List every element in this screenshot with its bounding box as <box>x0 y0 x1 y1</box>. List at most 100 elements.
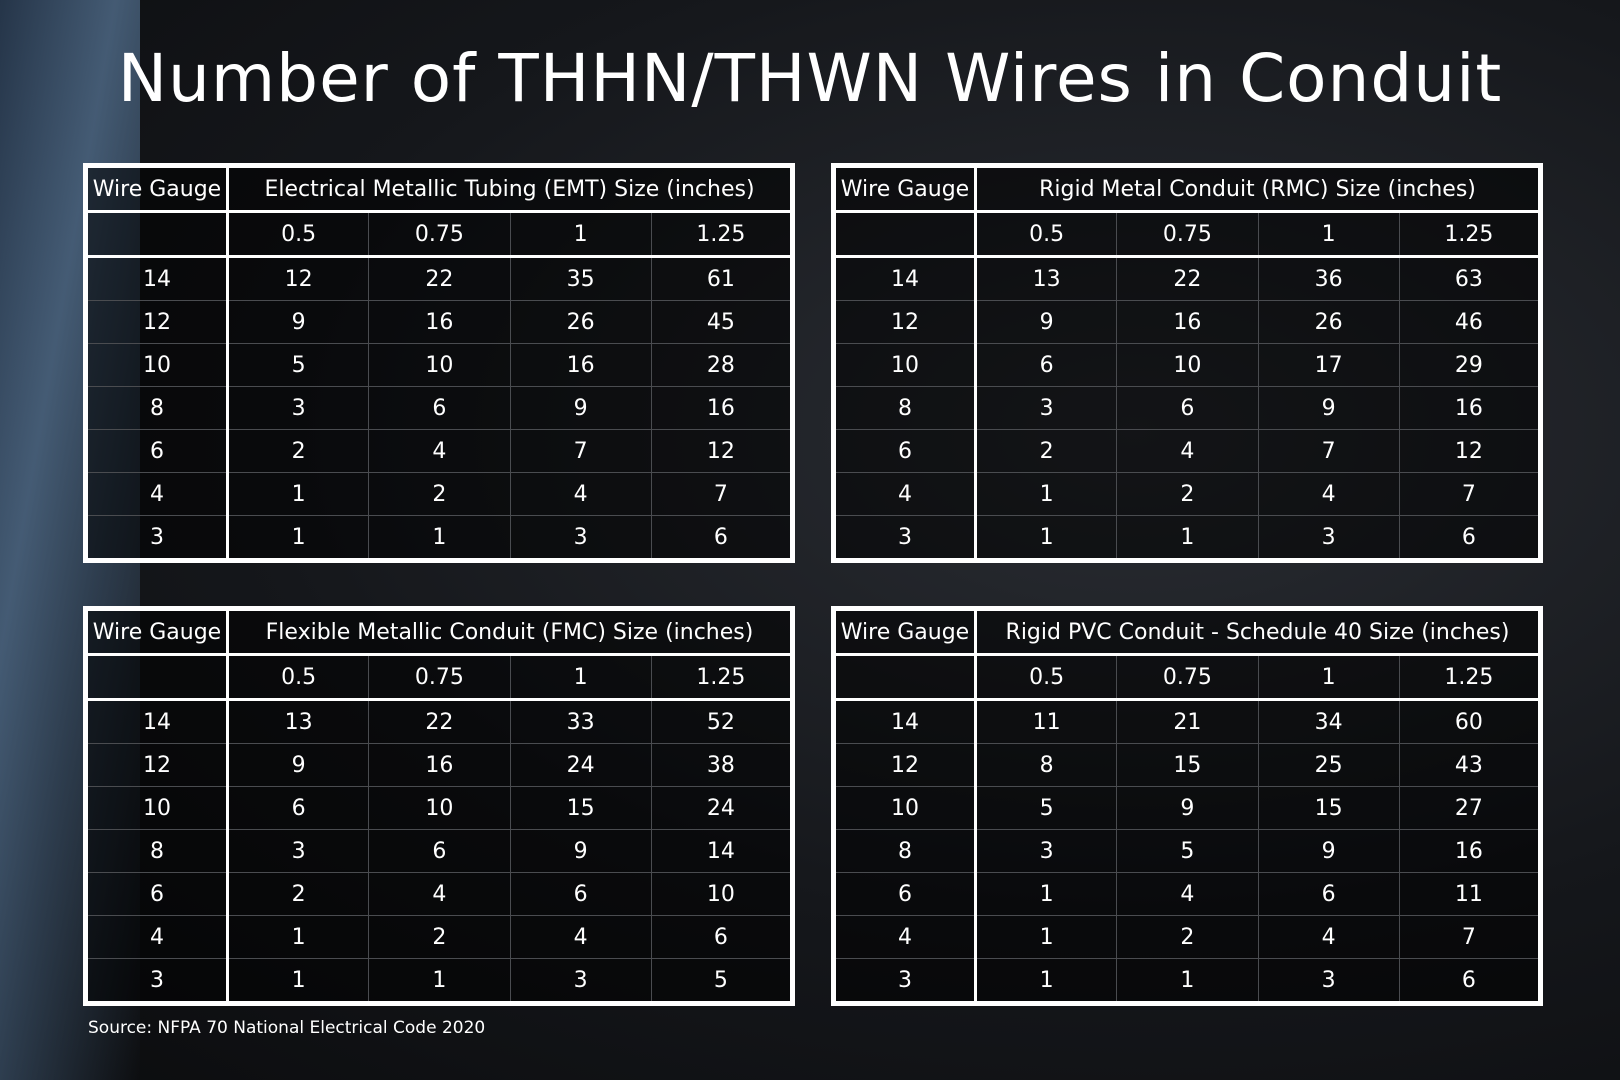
data-row: 10 5 10 16 28 <box>85 343 794 387</box>
count-cell: 5 <box>974 786 1118 830</box>
count-cell: 1 <box>226 958 370 1004</box>
count-cell: 13 <box>974 256 1118 301</box>
count-cell: 4 <box>1257 915 1400 959</box>
count-cell: 16 <box>368 300 511 344</box>
table-title: Electrical Metallic Tubing (EMT) Size (i… <box>227 165 793 213</box>
gauge-cell: 6 <box>833 429 977 473</box>
gauge-cell: 8 <box>85 386 229 430</box>
size-cell: 0.75 <box>368 654 511 701</box>
count-cell: 7 <box>650 472 794 516</box>
table-title: Flexible Metallic Conduit (FMC) Size (in… <box>227 608 793 656</box>
data-row: 6 2 4 7 12 <box>85 429 794 473</box>
size-cell: 1.25 <box>1398 654 1542 701</box>
count-cell: 1 <box>226 515 370 561</box>
size-cell: 0.75 <box>1116 211 1259 258</box>
data-row: 10 6 10 17 29 <box>833 343 1542 387</box>
count-cell: 1 <box>226 472 370 516</box>
count-cell: 7 <box>1257 429 1400 473</box>
gauge-header: Wire Gauge <box>833 608 977 656</box>
count-cell: 27 <box>1398 786 1542 830</box>
count-cell: 12 <box>650 429 794 473</box>
gauge-cell: 12 <box>833 743 977 787</box>
data-row: 8 3 6 9 14 <box>85 829 794 873</box>
count-cell: 26 <box>1257 300 1400 344</box>
count-cell: 16 <box>1116 300 1259 344</box>
count-cell: 16 <box>1398 386 1542 430</box>
count-cell: 6 <box>368 829 511 873</box>
count-cell: 22 <box>368 256 511 301</box>
size-cell: 0.5 <box>226 211 370 258</box>
gauge-cell: 10 <box>85 786 229 830</box>
size-cell: 1.25 <box>650 654 794 701</box>
size-cell: 1 <box>509 654 652 701</box>
count-cell: 15 <box>1116 743 1259 787</box>
data-row: 14 12 22 35 61 <box>85 256 794 301</box>
count-cell: 2 <box>226 429 370 473</box>
count-cell: 9 <box>974 300 1118 344</box>
count-cell: 11 <box>1398 872 1542 916</box>
count-cell: 9 <box>509 829 652 873</box>
gauge-cell: 3 <box>833 515 977 561</box>
count-cell: 7 <box>1398 915 1542 959</box>
gauge-cell: 14 <box>833 256 977 301</box>
gauge-header: Wire Gauge <box>85 165 229 213</box>
data-row: 12 9 16 24 38 <box>85 743 794 787</box>
count-cell: 16 <box>509 343 652 387</box>
count-cell: 46 <box>1398 300 1542 344</box>
count-cell: 1 <box>974 958 1118 1004</box>
size-row: 0.5 0.75 1 1.25 <box>85 654 794 701</box>
count-cell: 6 <box>650 515 794 561</box>
count-cell: 16 <box>650 386 794 430</box>
count-cell: 12 <box>1398 429 1542 473</box>
header-row: Wire Gauge Electrical Metallic Tubing (EM… <box>85 165 793 213</box>
count-cell: 4 <box>1116 429 1259 473</box>
count-cell: 29 <box>1398 343 1542 387</box>
count-cell: 10 <box>368 343 511 387</box>
data-row: 14 13 22 33 52 <box>85 699 794 744</box>
count-cell: 3 <box>1257 515 1400 561</box>
count-cell: 28 <box>650 343 794 387</box>
gauge-cell: 12 <box>85 300 229 344</box>
count-cell: 6 <box>1398 958 1542 1004</box>
count-cell: 2 <box>226 872 370 916</box>
count-cell: 45 <box>650 300 794 344</box>
count-cell: 38 <box>650 743 794 787</box>
count-cell: 6 <box>1257 872 1400 916</box>
gauge-cell: 14 <box>85 699 229 744</box>
count-cell: 8 <box>974 743 1118 787</box>
count-cell: 9 <box>1116 786 1259 830</box>
count-cell: 35 <box>509 256 652 301</box>
table-title: Rigid Metal Conduit (RMC) Size (inches) <box>975 165 1541 213</box>
count-cell: 34 <box>1257 699 1400 744</box>
count-cell: 2 <box>368 915 511 959</box>
count-cell: 6 <box>1116 386 1259 430</box>
header-row: Wire Gauge Rigid PVC Conduit - Schedule 4… <box>833 608 1541 656</box>
empty-cell <box>85 654 229 701</box>
gauge-cell: 6 <box>85 429 229 473</box>
count-cell: 25 <box>1257 743 1400 787</box>
count-cell: 22 <box>1116 256 1259 301</box>
count-cell: 43 <box>1398 743 1542 787</box>
count-cell: 2 <box>974 429 1118 473</box>
empty-cell <box>85 211 229 258</box>
count-cell: 60 <box>1398 699 1542 744</box>
gauge-cell: 3 <box>85 515 229 561</box>
count-cell: 9 <box>1257 386 1400 430</box>
gauge-cell: 14 <box>833 699 977 744</box>
header-row: Wire Gauge Flexible Metallic Conduit (FMC… <box>85 608 793 656</box>
count-cell: 15 <box>509 786 652 830</box>
gauge-cell: 10 <box>833 786 977 830</box>
table-title: Rigid PVC Conduit - Schedule 40 Size (in… <box>975 608 1541 656</box>
count-cell: 22 <box>368 699 511 744</box>
count-cell: 1 <box>974 915 1118 959</box>
size-cell: 0.5 <box>974 211 1118 258</box>
count-cell: 7 <box>509 429 652 473</box>
count-cell: 3 <box>509 958 652 1004</box>
count-cell: 1 <box>974 515 1118 561</box>
count-cell: 9 <box>226 300 370 344</box>
